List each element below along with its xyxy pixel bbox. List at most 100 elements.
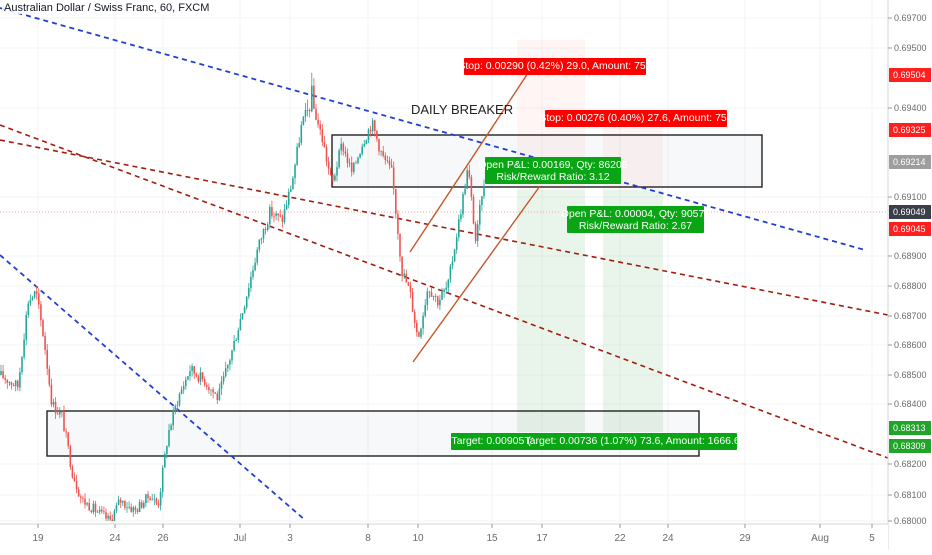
candle-body xyxy=(254,262,256,271)
candle-body xyxy=(453,249,456,262)
candle-body xyxy=(294,164,296,179)
price-axis-tick-label: 0.68600 xyxy=(894,340,927,350)
candle-body xyxy=(455,237,458,250)
candle-body xyxy=(109,515,111,520)
channel-lower-line[interactable] xyxy=(412,185,541,363)
candle-body xyxy=(420,328,422,337)
target-label-2[interactable]: Target: 0.00736 (1.07%) 73.6, Amount: 16… xyxy=(524,433,746,450)
target-label-1-bg xyxy=(451,433,537,450)
candle-body xyxy=(155,498,158,504)
pnl-label-1[interactable]: Open P&L: 0.00169, Qty: 86206Risk/Reward… xyxy=(478,157,628,184)
price-tag xyxy=(889,222,931,236)
candle-body xyxy=(418,332,420,337)
candle-body xyxy=(52,402,55,405)
candle-body xyxy=(235,339,237,342)
candle-body xyxy=(422,315,424,329)
candle-body xyxy=(479,204,481,225)
candle-body xyxy=(164,454,166,468)
candle-body xyxy=(96,512,99,513)
candle-body xyxy=(298,143,300,147)
time-axis-tick-label: 29 xyxy=(739,533,751,544)
candle-body xyxy=(386,160,389,161)
candle-body xyxy=(35,291,38,294)
candle-body xyxy=(308,109,311,112)
candle-body xyxy=(376,130,378,140)
price-axis-tick-label: 0.68100 xyxy=(894,490,927,500)
candle-body xyxy=(25,315,27,340)
candle-body xyxy=(388,160,391,165)
candle-body xyxy=(443,289,445,293)
candle-body xyxy=(392,167,395,189)
candle-body xyxy=(447,279,450,288)
candle-body xyxy=(50,384,53,405)
candle-body xyxy=(153,498,156,500)
candle-body xyxy=(361,146,363,154)
candle-body xyxy=(67,432,69,446)
candle-body xyxy=(170,425,172,430)
candle-body xyxy=(428,291,431,293)
candle-body xyxy=(409,285,412,292)
channel-upper-line[interactable] xyxy=(409,69,531,253)
blue-trendline-upper[interactable] xyxy=(0,7,866,251)
candle-body xyxy=(470,177,473,197)
candle-body xyxy=(466,170,468,189)
candle-body xyxy=(193,366,195,374)
candle-body xyxy=(363,144,366,147)
candle-body xyxy=(256,249,258,263)
candle-body xyxy=(374,120,376,131)
stop-label-1-text: Stop: 0.00290 (0.42%) 29.0, Amount: 750 xyxy=(458,60,651,72)
candle-body xyxy=(315,108,317,120)
candle-body xyxy=(134,507,137,510)
price-tag xyxy=(889,439,931,453)
candle-body xyxy=(143,502,145,508)
candle-body xyxy=(117,499,120,506)
blue-trendline-lower[interactable] xyxy=(0,254,306,521)
red-trendline-2[interactable] xyxy=(0,124,921,471)
price-axis[interactable] xyxy=(888,0,932,550)
candle-body xyxy=(390,164,393,168)
candle-body xyxy=(46,349,48,369)
candle-body xyxy=(283,209,286,222)
candle-body xyxy=(371,120,374,132)
candle-body xyxy=(304,110,307,117)
pnl-label-2[interactable]: Open P&L: 0.00004, Qty: 90579Risk/Reward… xyxy=(561,206,711,233)
candle-body xyxy=(275,213,277,216)
candle-body xyxy=(6,379,9,383)
target-label-1[interactable]: Target: 0.00905 (1 xyxy=(451,433,537,450)
pnl-label-1-bg xyxy=(485,157,621,184)
candle-body xyxy=(86,503,88,505)
candle-body xyxy=(342,143,345,152)
candle-body xyxy=(248,288,250,297)
candle-body xyxy=(287,191,290,205)
candle-body xyxy=(296,146,298,165)
candle-body xyxy=(344,151,347,154)
time-axis[interactable] xyxy=(0,524,888,550)
candle-body xyxy=(140,502,143,508)
candle-body xyxy=(94,503,97,513)
stop-label-1[interactable]: Stop: 0.00290 (0.42%) 29.0, Amount: 750 xyxy=(458,58,652,75)
candle-body xyxy=(468,170,471,178)
red-trendline-1[interactable] xyxy=(0,139,889,316)
time-axis-tick-label: 17 xyxy=(536,533,548,544)
candle-body xyxy=(250,276,252,289)
candle-body xyxy=(59,411,61,415)
candle-body xyxy=(174,405,177,411)
candle-body xyxy=(44,336,46,350)
candle-body xyxy=(483,185,485,197)
candle-body xyxy=(336,167,338,176)
candle-body xyxy=(334,175,336,181)
price-axis-tick-label: 0.68500 xyxy=(894,370,927,380)
candle-body xyxy=(145,494,147,503)
candle-body xyxy=(369,129,372,132)
candle-body xyxy=(199,372,202,382)
stop-label-2[interactable]: Stop: 0.00276 (0.40%) 27.6, Amount: 750 xyxy=(539,110,733,127)
candle-body xyxy=(285,204,288,210)
price-axis-tick-label: 0.69100 xyxy=(894,192,927,202)
candle-body xyxy=(464,188,466,195)
candle-body xyxy=(319,124,321,130)
candle-body xyxy=(98,509,101,513)
pnl-label-2-bg xyxy=(567,206,704,233)
candle-body xyxy=(273,215,275,217)
